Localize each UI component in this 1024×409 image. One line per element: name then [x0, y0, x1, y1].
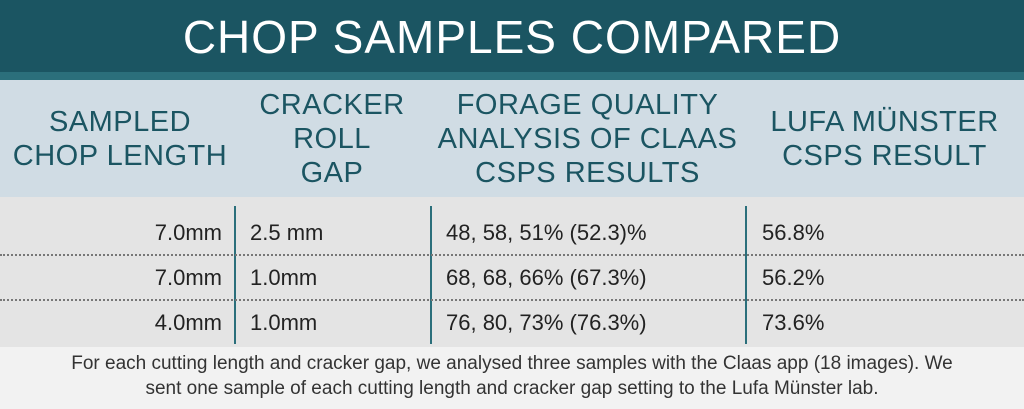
column-divider: [745, 206, 747, 344]
title: CHOP SAMPLES COMPARED: [182, 11, 842, 63]
table-cell: 68, 68, 66% (67.3%): [446, 265, 647, 290]
table-cell: 73.6%: [762, 310, 825, 335]
footnote: For each cutting length and cracker gap,…: [71, 353, 953, 374]
table-cell: 7.0mm: [154, 265, 222, 290]
header-line: SAMPLED: [48, 105, 192, 138]
header-line: CSPS RESULT: [782, 139, 987, 172]
table-cell: 56.8%: [762, 220, 825, 245]
table-cell: 2.5 mm: [250, 220, 324, 245]
header-line: CSPS RESULTS: [475, 156, 700, 189]
header-line: CHOP LENGTH: [12, 139, 228, 172]
header-line: CRACKER: [259, 88, 405, 121]
table-cell: 48, 58, 51% (52.3)%: [446, 220, 647, 245]
column-header: LUFA MÜNSTER CSPS RESULT: [745, 80, 1024, 197]
footnote: sent one sample of each cutting length a…: [145, 378, 879, 399]
column-divider: [430, 206, 432, 344]
table-cell: 1.0mm: [250, 265, 318, 290]
column-divider: [234, 206, 236, 344]
row-divider: [0, 254, 1024, 256]
column-header: CRACKER ROLL GAP: [234, 80, 430, 197]
header-line: FORAGE QUALITY: [456, 88, 719, 121]
header-line: ROLL: [293, 122, 371, 155]
header-line: LUFA MÜNSTER: [770, 105, 999, 138]
header-line: ANALYSIS OF CLAAS: [437, 122, 738, 155]
table-cell: 7.0mm: [154, 220, 222, 245]
table-cell: 1.0mm: [250, 310, 318, 335]
row-divider: [0, 299, 1024, 301]
table-cell: 76, 80, 73% (76.3%): [446, 310, 647, 335]
table-cell: 4.0mm: [154, 310, 222, 335]
table-body: [0, 197, 1024, 347]
title-bar: [0, 0, 1024, 72]
column-header: SAMPLED CHOP LENGTH: [0, 80, 240, 197]
header-row: [0, 80, 1024, 197]
column-header: FORAGE QUALITY ANALYSIS OF CLAAS CSPS RESU…: [430, 80, 745, 197]
header-line: GAP: [300, 156, 364, 189]
table-cell: 56.2%: [762, 265, 825, 290]
title-stripe: [0, 72, 1024, 80]
